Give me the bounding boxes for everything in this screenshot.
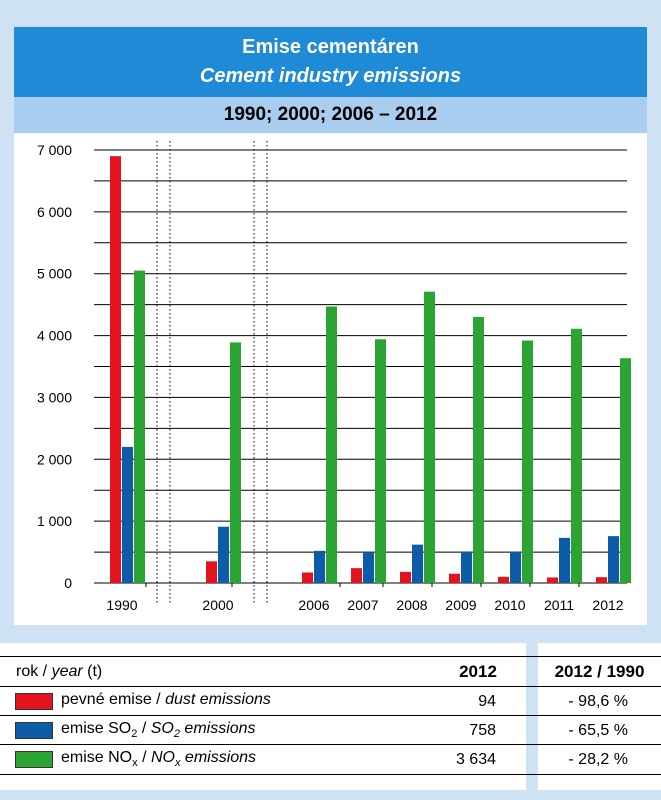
- bar-nox-1990: [134, 270, 145, 583]
- bar-so2-2010: [510, 552, 521, 583]
- y-tick-label-7000: 7 000: [37, 142, 72, 158]
- table-row-label-so2: emise SO2 / SO2 emissions: [61, 720, 256, 741]
- bar-so2-2009: [461, 551, 472, 583]
- table-bg-labels: [0, 643, 526, 790]
- table-rule-row1: [0, 715, 661, 716]
- table-row-label-dust: pevné emise / dust emissions: [61, 691, 271, 708]
- table-rule-row2: [0, 744, 661, 745]
- bar-nox-2010: [522, 340, 533, 583]
- table-rule-row3: [0, 774, 661, 775]
- table-row-ratio-so2: - 65,5 %: [568, 722, 628, 739]
- table-header-label: rok / year (t): [16, 663, 103, 680]
- x-tick-labels: 1990 2000 2006 2007 2008 2009 2010 2011 2012: [106, 597, 623, 613]
- table-row-label-nox: emise NOx / NOx emissions: [61, 749, 257, 770]
- x-tick-label-2010: 2010: [494, 597, 525, 613]
- bar-dust-2000: [206, 561, 217, 583]
- x-tick-label-2006: 2006: [298, 597, 329, 613]
- bar-nox-2011: [571, 328, 582, 583]
- table-row-ratio-dust: - 98,6 %: [568, 693, 628, 710]
- bar-so2-2008: [412, 544, 423, 583]
- title-banner: Emise cementáren Cement industry emissio…: [14, 27, 647, 97]
- x-tick-label-2012: 2012: [592, 597, 623, 613]
- table-row-value-nox: 3 634: [455, 751, 496, 768]
- bars: [110, 156, 631, 583]
- legend-swatch-dust: [15, 693, 53, 710]
- bar-nox-2009: [473, 317, 484, 583]
- bar-so2-2006: [314, 550, 325, 583]
- x-tick-label-2011: 2011: [544, 597, 574, 613]
- bar-dust-2008: [400, 571, 411, 583]
- bar-so2-2011: [559, 537, 570, 583]
- summary-table: rok / year (t) 2012 2012 / 1990 pevné em…: [0, 643, 661, 800]
- chart-title: Emise cementáren: [242, 36, 419, 58]
- x-tick-label-1990: 1990: [106, 597, 137, 613]
- bar-dust-2006: [302, 572, 313, 583]
- bar-dust-2012: [596, 577, 607, 583]
- table-rule-header: [0, 686, 661, 687]
- legend-swatch-nox: [15, 751, 53, 768]
- x-tick-label-2007: 2007: [347, 597, 378, 613]
- y-tick-labels: 0 1 000 2 000 3 000 4 000 5 000 6 000 7 000: [37, 142, 72, 591]
- bar-dust-2007: [351, 568, 362, 583]
- bar-dust-1990: [110, 156, 121, 583]
- bar-nox-2012: [620, 358, 631, 583]
- y-tick-label-1000: 1 000: [37, 513, 72, 529]
- table-row-ratio-nox: - 28,2 %: [568, 751, 628, 768]
- table-bg-ratio: [538, 643, 661, 790]
- y-tick-label-3000: 3 000: [37, 389, 72, 405]
- table-row-value-dust: 94: [478, 693, 496, 710]
- x-tick-label-2000: 2000: [202, 597, 233, 613]
- gridlines: [94, 149, 627, 587]
- bar-nox-2007: [375, 339, 386, 583]
- bar-chart: 0 1 000 2 000 3 000 4 000 5 000 6 000 7 000 199…: [37, 141, 631, 613]
- chart-subtitle: 1990; 2000; 2006 – 2012: [14, 97, 647, 133]
- table-header-2012: 2012: [459, 662, 497, 681]
- table-rule-top: [0, 656, 661, 657]
- y-tick-label-4000: 4 000: [37, 328, 72, 344]
- y-tick-label-5000: 5 000: [37, 266, 72, 282]
- y-tick-label-2000: 2 000: [37, 451, 72, 467]
- y-tick-label-0: 0: [64, 575, 72, 591]
- bar-dust-2010: [498, 576, 509, 583]
- table-row-value-so2: 758: [469, 722, 496, 739]
- table-header-ratio: 2012 / 1990: [554, 662, 645, 681]
- x-tick-label-2009: 2009: [445, 597, 476, 613]
- axis-breaks: [156, 141, 268, 603]
- chart-title-english: Cement industry emissions: [199, 65, 462, 87]
- bar-so2-2012: [608, 536, 619, 583]
- bar-so2-1990: [122, 446, 133, 583]
- y-tick-label-6000: 6 000: [37, 204, 72, 220]
- bar-nox-2000: [230, 342, 241, 583]
- chart-panel: 0 1 000 2 000 3 000 4 000 5 000 6 000 7 000 199…: [14, 133, 647, 625]
- bar-so2-2007: [363, 552, 374, 583]
- bar-nox-2008: [424, 291, 435, 583]
- x-tick-label-2008: 2008: [396, 597, 427, 613]
- legend-swatch-so2: [15, 722, 53, 739]
- bar-dust-2009: [449, 573, 460, 583]
- bar-dust-2011: [547, 577, 558, 583]
- bar-so2-2000: [218, 526, 229, 583]
- bar-nox-2006: [326, 306, 337, 583]
